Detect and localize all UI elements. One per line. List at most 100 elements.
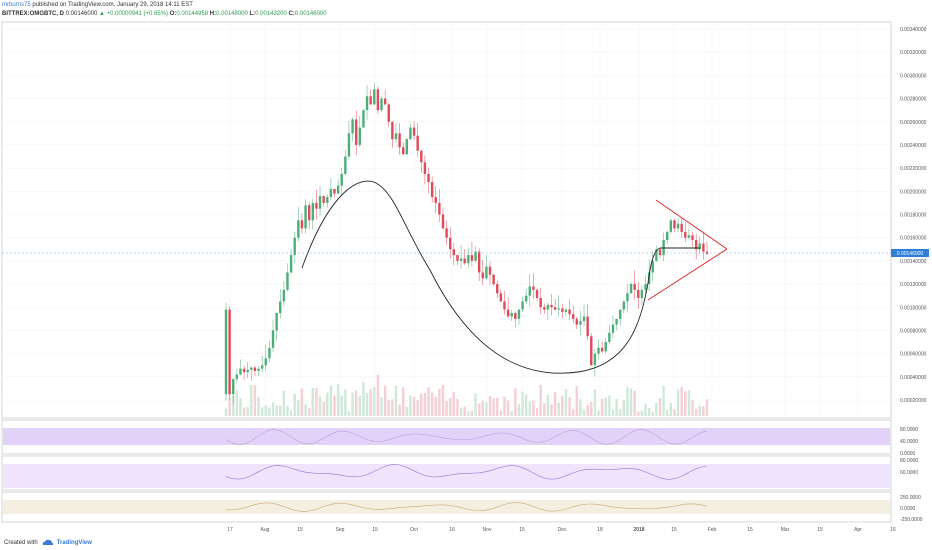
volume-bar — [380, 396, 383, 416]
volume-bar — [506, 400, 510, 416]
x-tick-label: 15 — [297, 527, 303, 533]
candle-body — [369, 96, 372, 105]
candle-body — [412, 127, 416, 136]
candle-body — [318, 195, 322, 209]
volume-bar — [300, 388, 304, 416]
candle-body — [611, 324, 615, 333]
volume-bars — [224, 374, 709, 416]
volume-bar — [561, 396, 564, 416]
candle-body — [564, 309, 568, 312]
candle-body — [571, 314, 575, 319]
low-value: 0.00143200 — [255, 11, 287, 17]
candle-body — [477, 251, 481, 273]
candle-body — [535, 289, 539, 298]
volume-bar — [579, 399, 582, 416]
volume-bar — [467, 411, 470, 416]
candle-body — [336, 185, 340, 194]
volume-bar — [402, 387, 405, 416]
candle-body — [423, 162, 427, 174]
volume-bar — [557, 402, 560, 416]
volume-bar — [232, 395, 235, 416]
candle-body — [304, 205, 307, 229]
volume-bar — [420, 393, 423, 416]
author-link[interactable]: mrburns75 — [2, 2, 31, 8]
close-label: C: — [288, 11, 295, 17]
volume-bar — [315, 387, 318, 416]
ind2-tick-80: 80.0000 — [900, 458, 918, 464]
candle-body — [438, 202, 441, 215]
volume-bar — [250, 384, 253, 416]
x-tick-label: Sep — [336, 527, 345, 533]
volume-bar — [438, 388, 441, 416]
volume-bar — [373, 387, 376, 416]
candle-body — [347, 133, 351, 157]
candle-body — [514, 313, 517, 319]
ind1-tick-40: 40.0000 — [900, 439, 918, 445]
x-tick-label: Dec — [558, 527, 567, 533]
volume-bar — [427, 387, 430, 416]
volume-bar — [391, 399, 394, 416]
volume-bar — [257, 396, 260, 416]
candle-body — [441, 214, 445, 229]
volume-bar — [394, 385, 398, 416]
indicator-1-line — [225, 429, 708, 445]
candle-body — [300, 220, 304, 229]
candle-body — [691, 235, 694, 241]
candle-body — [626, 293, 629, 302]
volume-bar — [575, 386, 579, 416]
volume-bar — [398, 404, 401, 416]
x-tick-label: 16 — [449, 527, 455, 533]
high-value: 0.00148000 — [216, 11, 248, 17]
candle-body — [224, 309, 228, 395]
tradingview-logo[interactable]: TradingView — [42, 539, 92, 546]
y-tick-label: 0.00280000 — [900, 97, 927, 103]
y-tick-label: 0.00060000 — [900, 352, 927, 358]
volume-bar — [470, 411, 474, 416]
volume-bar — [412, 396, 416, 416]
candle-body — [279, 301, 282, 314]
volume-bar — [340, 395, 343, 416]
volume-bar — [647, 407, 651, 416]
candle-body — [387, 104, 390, 122]
candle-body — [307, 205, 311, 221]
ind3-tick-0: 0.0000 — [900, 506, 916, 512]
volume-bar — [658, 398, 662, 416]
candle-body — [383, 98, 387, 105]
y-tick-label: 0.00260000 — [900, 120, 927, 126]
candle-body — [492, 274, 495, 285]
volume-bar — [405, 406, 409, 416]
volume-bar — [517, 404, 521, 416]
volume-bar — [369, 389, 372, 416]
cloud-icon — [42, 539, 54, 545]
y-tick-label: 0.00020000 — [900, 398, 927, 404]
candle-body — [575, 318, 579, 325]
y-axis: 0.00340000 0.00320000 0.00300000 0.00280000… — [900, 27, 927, 404]
volume-bar — [416, 400, 419, 416]
candle-body — [524, 295, 528, 302]
volume-bar — [333, 395, 336, 416]
candle-body — [344, 156, 347, 174]
volume-bar — [304, 404, 307, 416]
volume-bar — [521, 391, 524, 416]
open-label: O: — [169, 11, 177, 17]
volume-bar — [383, 385, 387, 416]
candle-body — [586, 316, 589, 337]
candle-body — [228, 309, 231, 395]
volume-bar — [553, 392, 557, 416]
volume-bar — [619, 409, 622, 416]
candle-body — [568, 309, 571, 315]
volume-bar — [510, 411, 513, 416]
candle-body — [351, 119, 354, 134]
y-tick-label: 0.00140000 — [900, 259, 927, 265]
candle-body — [250, 367, 253, 370]
volume-bar — [264, 405, 267, 416]
open-value: 0.00144958 — [176, 11, 209, 17]
candle-body — [658, 249, 662, 256]
chart-header: mrburns75 published on TradingView.com, … — [2, 1, 327, 19]
volume-bar — [347, 411, 351, 416]
candle-body — [456, 255, 459, 261]
volume-bar — [680, 387, 683, 416]
candle-body — [402, 147, 405, 155]
last-price: 0.00146000 — [65, 11, 98, 17]
